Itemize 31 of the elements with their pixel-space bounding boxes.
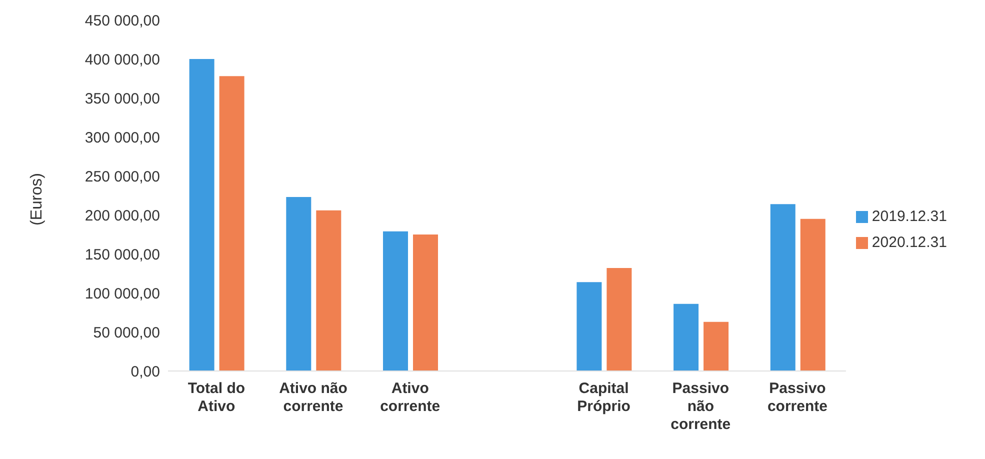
- y-tick-label: 250 000,00: [84, 168, 160, 186]
- y-tick-label: 300 000,00: [84, 129, 160, 146]
- bar: [219, 76, 244, 371]
- y-tick-label: 50 000,00: [93, 324, 160, 342]
- x-tick-label: Capital Próprio: [577, 380, 630, 415]
- x-tick-label: Ativo corrente: [380, 380, 440, 415]
- y-tick-label: 0,00: [130, 363, 160, 380]
- bar: [413, 234, 438, 371]
- legend-label: 2019.12.31: [872, 208, 947, 224]
- y-tick-label: 400 000,00: [84, 51, 160, 68]
- bar: [576, 282, 602, 371]
- bar: [189, 59, 214, 371]
- y-tick-label: 100 000,00: [84, 285, 160, 302]
- x-tick-label: Passivo não corrente: [670, 380, 731, 433]
- x-tick-label: Ativo não corrente: [279, 380, 348, 415]
- bar: [383, 231, 408, 371]
- y-tick-label: 350 000,00: [84, 90, 160, 108]
- x-tick-label: Total do Ativo: [188, 380, 246, 415]
- y-axis-title: (Euros): [28, 173, 46, 226]
- bar: [286, 197, 312, 371]
- bar: [606, 268, 632, 371]
- y-tick-label: 150 000,00: [84, 246, 160, 264]
- bar: [704, 322, 729, 371]
- bar: [316, 210, 342, 371]
- bar: [674, 304, 699, 371]
- y-tick-label: 450 000,00: [84, 12, 160, 30]
- legend-label: 2020.12.31: [872, 234, 947, 250]
- bar: [770, 204, 796, 371]
- bar: [800, 218, 826, 371]
- y-tick-label: 200 000,00: [84, 207, 160, 224]
- x-tick-label: Passivo corrente: [767, 380, 828, 415]
